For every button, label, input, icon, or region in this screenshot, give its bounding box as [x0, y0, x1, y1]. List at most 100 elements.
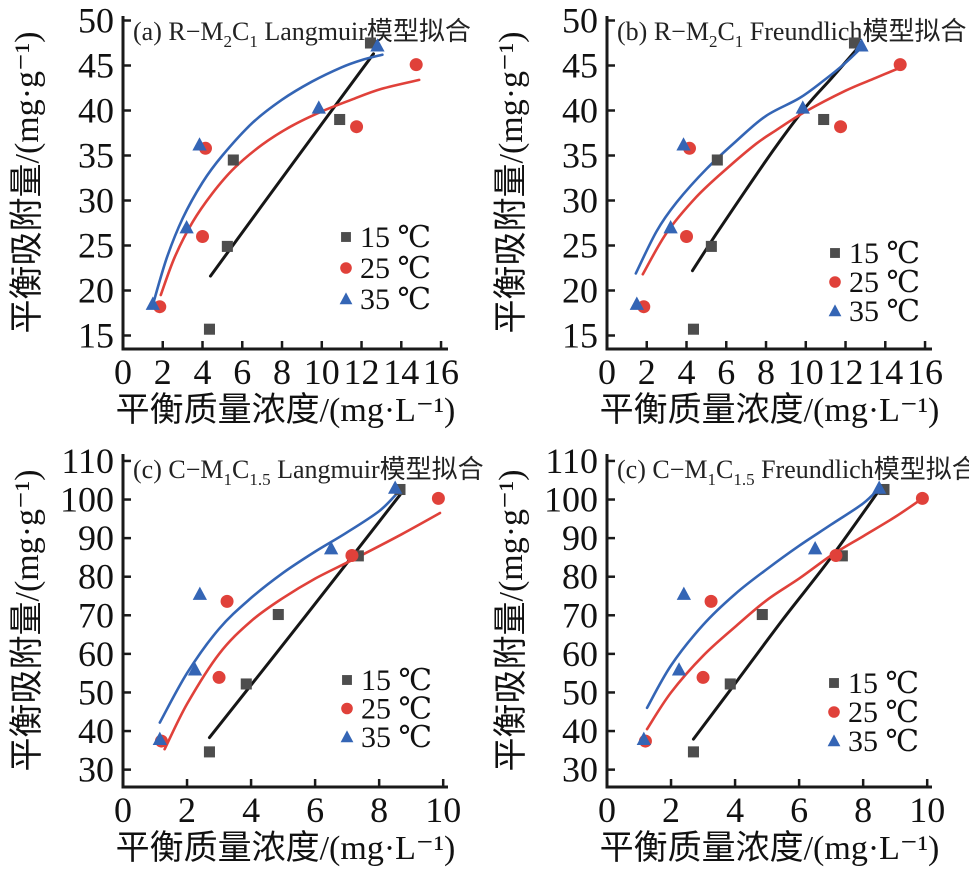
point-triangle-35℃ [676, 137, 691, 151]
y-tick-label: 30 [562, 181, 598, 221]
point-triangle-35℃ [676, 586, 691, 600]
point-circle-25℃ [350, 120, 364, 134]
y-axis-title: 平衡吸附量/(mg·g⁻¹) [9, 32, 46, 334]
y-tick-label: 60 [562, 634, 598, 674]
legend-marker [340, 262, 352, 274]
point-square-15℃ [687, 746, 699, 758]
y-tick-label: 110 [545, 441, 598, 481]
y-tick-label: 80 [78, 557, 114, 597]
x-tick-label: 2 [662, 790, 680, 830]
y-tick-label: 20 [78, 271, 114, 311]
legend-marker [829, 276, 841, 288]
legend-marker [341, 702, 353, 715]
point-square-15℃ [334, 113, 346, 126]
x-tick-label: 14 [867, 352, 903, 392]
y-tick-label: 20 [562, 271, 598, 311]
legend-label: 35 ℃ [848, 725, 919, 758]
x-tick-label: 16 [907, 352, 943, 392]
point-triangle-35℃ [370, 38, 385, 52]
point-square-15℃ [756, 608, 768, 621]
x-tick-label: 10 [425, 790, 461, 830]
legend-label: 25 ℃ [361, 693, 432, 726]
point-square-15℃ [705, 240, 717, 252]
point-circle-25℃ [696, 670, 710, 684]
point-triangle-35℃ [854, 38, 869, 52]
point-square-15℃ [240, 678, 252, 690]
point-circle-25℃ [345, 548, 359, 562]
point-square-15℃ [364, 37, 377, 49]
legend-label: 25 ℃ [360, 252, 431, 285]
legend-label: 25 ℃ [848, 696, 919, 729]
x-tick-label: 10 [909, 790, 945, 830]
x-tick-label: 0 [598, 790, 616, 830]
y-tick-label: 50 [78, 672, 114, 712]
y-tick-label: 100 [60, 480, 114, 520]
y-tick-label: 40 [78, 711, 114, 751]
panel-title: (b) R−M2C1 Freundlich模型拟合 [617, 17, 966, 51]
y-axis-title: 平衡吸附量/(mg·g⁻¹) [9, 470, 46, 772]
point-circle-25℃ [834, 120, 848, 134]
legend-label: 35 ℃ [360, 283, 431, 316]
y-tick-label: 70 [78, 595, 114, 635]
x-tick-label: 12 [344, 352, 380, 392]
y-tick-label: 30 [562, 750, 598, 790]
legend-marker [830, 248, 840, 258]
y-tick-label: 60 [78, 634, 114, 674]
x-tick-label: 16 [423, 352, 459, 392]
y-tick-label: 45 [78, 46, 114, 86]
x-tick-label: 0 [114, 352, 132, 392]
y-tick-label: 50 [562, 672, 598, 712]
panel-b-freundlich-RM2C1: 0 2 4 6 8 10 12 14 16 15 20 25 30 35 40 45 50 平衡质量浓度/(mg·… [484, 0, 969, 439]
point-circle-25℃ [409, 58, 423, 72]
panel-title: (c) C−M1C1.5 Langmuir模型拟合 [133, 455, 484, 489]
point-triangle-35℃ [671, 662, 687, 676]
legend-marker [829, 678, 839, 688]
chart-b: 0 2 4 6 8 10 12 14 16 15 20 25 30 35 40 45 50 平衡质量浓度/(mg·… [493, 1, 966, 430]
x-tick-label: 0 [114, 790, 132, 830]
y-tick-label: 25 [78, 226, 114, 266]
point-triangle-35℃ [179, 220, 194, 234]
y-tick-label: 40 [562, 91, 598, 131]
y-tick-label: 25 [562, 226, 598, 266]
point-triangle-35℃ [187, 662, 203, 676]
x-tick-label: 14 [383, 352, 419, 392]
fit-curve-b-1 [641, 65, 905, 276]
y-tick-label: 80 [562, 557, 598, 597]
y-tick-label: 35 [78, 136, 114, 176]
x-axis-title: 平衡质量浓度/(mg·L⁻¹) [116, 391, 456, 429]
y-tick-label: 90 [78, 518, 114, 558]
panel-a-langmuir-RM2C1: 0 2 4 6 8 10 12 14 16 15 20 25 30 35 40 45 50 平衡质量浓度/(mg·… [0, 0, 485, 439]
point-square-15℃ [724, 678, 736, 690]
y-tick-label: 15 [562, 316, 598, 356]
panel-title: (a) R−M2C1 Langmuir模型拟合 [133, 17, 471, 51]
y-tick-label: 35 [562, 136, 598, 176]
point-square-15℃ [687, 323, 699, 335]
x-tick-label: 2 [154, 352, 172, 392]
point-circle-25℃ [196, 230, 210, 243]
legend-label: 15 ℃ [361, 664, 432, 697]
x-tick-label: 6 [306, 790, 324, 830]
point-triangle-35℃ [807, 541, 823, 555]
x-axis-title: 平衡质量浓度/(mg·L⁻¹) [600, 829, 940, 867]
legend-label: 15 ℃ [849, 237, 920, 270]
point-square-15℃ [203, 746, 215, 758]
x-axis-title: 平衡质量浓度/(mg·L⁻¹) [116, 829, 456, 867]
point-square-15℃ [203, 323, 215, 335]
y-axis-title: 平衡吸附量/(mg·g⁻¹) [493, 32, 530, 334]
legend-marker [340, 730, 354, 743]
point-circle-25℃ [893, 58, 907, 72]
point-square-15℃ [711, 154, 723, 166]
x-tick-label: 8 [273, 352, 291, 392]
legend-label: 15 ℃ [848, 667, 919, 700]
x-tick-label: 4 [194, 352, 212, 392]
point-square-15℃ [227, 154, 239, 166]
x-tick-label: 8 [370, 790, 388, 830]
y-tick-label: 15 [78, 316, 114, 356]
legend-marker [827, 734, 841, 747]
fit-curve-b-0 [690, 46, 859, 273]
x-tick-label: 12 [828, 352, 864, 392]
x-tick-label: 6 [233, 352, 251, 392]
x-tick-label: 4 [678, 352, 696, 392]
y-tick-label: 70 [562, 595, 598, 635]
